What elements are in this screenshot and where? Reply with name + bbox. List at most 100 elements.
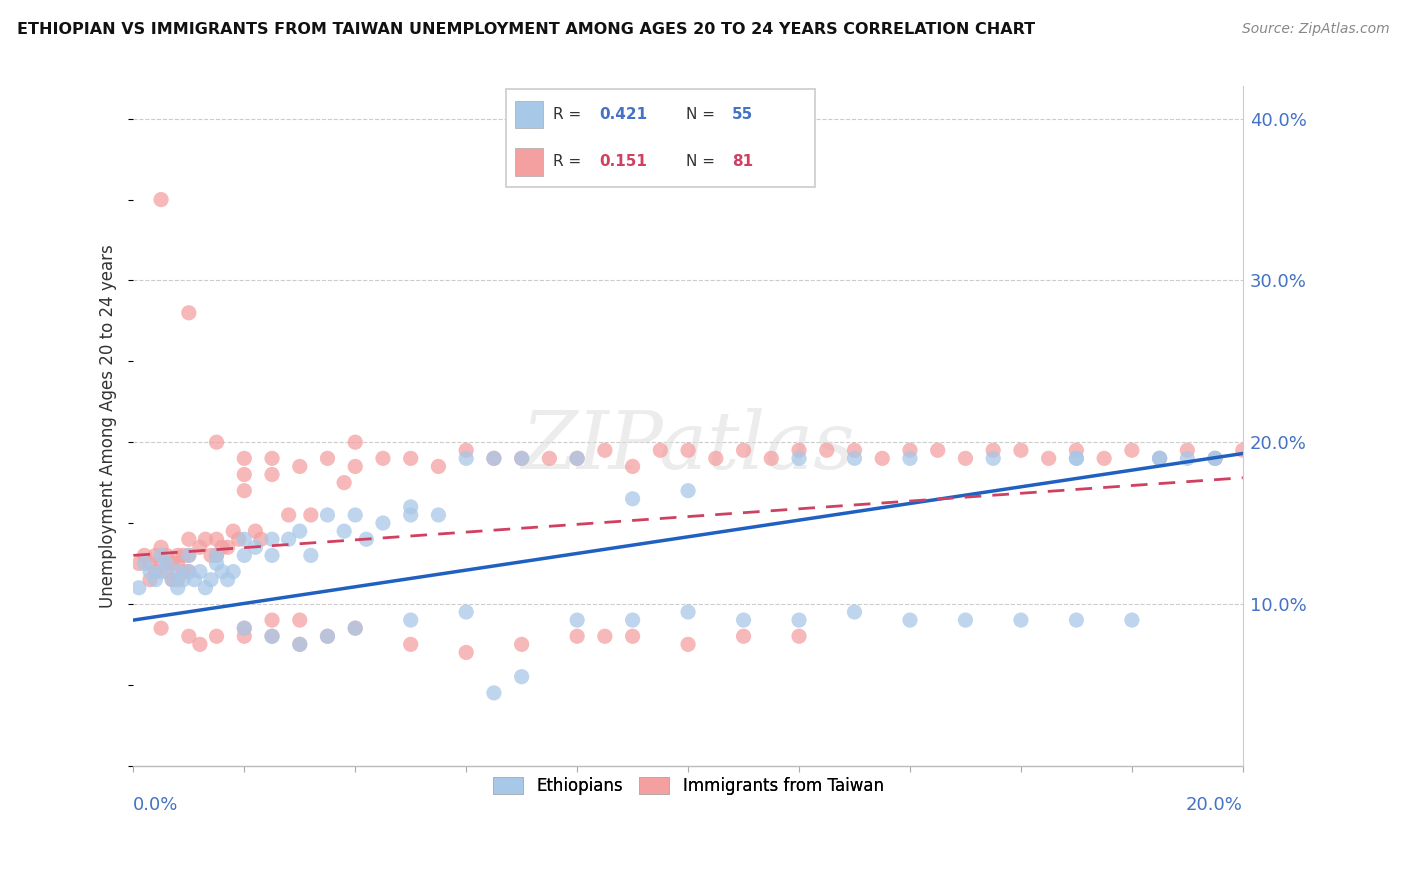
Point (277, 533, 299, 547)
Point (927, 443, 949, 458)
Point (565, 629, 588, 643)
Point (316, 508, 339, 522)
Point (211, 541, 233, 555)
Point (456, 645, 478, 659)
Point (211, 565, 233, 579)
Point (222, 524, 245, 538)
Point (260, 549, 283, 563)
Point (177, 565, 200, 579)
Point (156, 565, 179, 579)
Point (333, 524, 356, 538)
Point (344, 459, 367, 474)
Point (233, 549, 256, 563)
Point (194, 533, 217, 547)
Point (166, 573, 188, 587)
Point (1204, 451, 1226, 466)
Legend: Ethiopians, Immigrants from Taiwan: Ethiopians, Immigrants from Taiwan (486, 770, 890, 802)
Point (565, 451, 588, 466)
Point (205, 533, 228, 547)
Point (565, 613, 588, 627)
Point (183, 573, 205, 587)
Point (676, 483, 699, 498)
Point (844, 605, 866, 619)
Point (1010, 443, 1032, 458)
Point (621, 459, 644, 474)
Point (1066, 451, 1088, 466)
Point (1066, 443, 1088, 458)
Point (233, 621, 256, 635)
Point (456, 443, 478, 458)
Text: N =: N = (686, 107, 714, 122)
Point (1121, 443, 1143, 458)
Point (134, 549, 156, 563)
Point (245, 541, 267, 555)
Point (1010, 613, 1032, 627)
Point (245, 524, 267, 538)
Point (510, 451, 533, 466)
Point (166, 557, 188, 571)
Point (260, 629, 283, 643)
FancyBboxPatch shape (516, 101, 543, 128)
Point (1204, 451, 1226, 466)
Point (399, 508, 422, 522)
Point (172, 573, 194, 587)
Point (344, 435, 367, 450)
Text: 0.421: 0.421 (599, 107, 647, 122)
Point (955, 451, 977, 466)
Point (205, 629, 228, 643)
Point (260, 533, 283, 547)
Point (704, 451, 727, 466)
Point (200, 549, 222, 563)
Point (288, 637, 311, 651)
Point (456, 605, 478, 619)
Point (205, 549, 228, 563)
Point (1149, 451, 1171, 466)
Point (844, 451, 866, 466)
Point (482, 451, 505, 466)
Point (510, 637, 533, 651)
Point (399, 500, 422, 514)
Point (177, 549, 200, 563)
Point (1175, 451, 1198, 466)
Point (299, 508, 322, 522)
FancyBboxPatch shape (506, 89, 815, 187)
FancyBboxPatch shape (516, 148, 543, 176)
Point (510, 451, 533, 466)
Point (156, 549, 179, 563)
Point (371, 516, 394, 530)
Point (733, 629, 755, 643)
Point (676, 443, 699, 458)
Point (205, 557, 228, 571)
Point (150, 565, 173, 579)
Point (787, 613, 810, 627)
Point (1232, 443, 1254, 458)
Point (233, 451, 256, 466)
Point (150, 549, 173, 563)
Point (456, 451, 478, 466)
Point (188, 541, 211, 555)
Text: 0.0%: 0.0% (134, 797, 179, 814)
Point (316, 451, 339, 466)
Point (299, 549, 322, 563)
Text: 81: 81 (733, 154, 754, 169)
Point (482, 451, 505, 466)
Point (150, 621, 173, 635)
Point (200, 573, 222, 587)
Point (1038, 451, 1060, 466)
Text: ZIPatlas: ZIPatlas (522, 408, 855, 485)
Point (815, 443, 838, 458)
Point (194, 581, 217, 595)
Text: 0.151: 0.151 (599, 154, 647, 169)
Point (288, 637, 311, 651)
Text: ETHIOPIAN VS IMMIGRANTS FROM TAIWAN UNEMPLOYMENT AMONG AGES 20 TO 24 YEARS CORRE: ETHIOPIAN VS IMMIGRANTS FROM TAIWAN UNEM… (17, 22, 1035, 37)
Text: 20.0%: 20.0% (1185, 797, 1243, 814)
Point (593, 443, 616, 458)
Point (787, 629, 810, 643)
Point (288, 524, 311, 538)
Text: N =: N = (686, 154, 714, 169)
Y-axis label: Unemployment Among Ages 20 to 24 years: Unemployment Among Ages 20 to 24 years (100, 244, 117, 607)
Point (177, 565, 200, 579)
Text: R =: R = (553, 154, 581, 169)
Point (145, 549, 167, 563)
Point (761, 451, 783, 466)
